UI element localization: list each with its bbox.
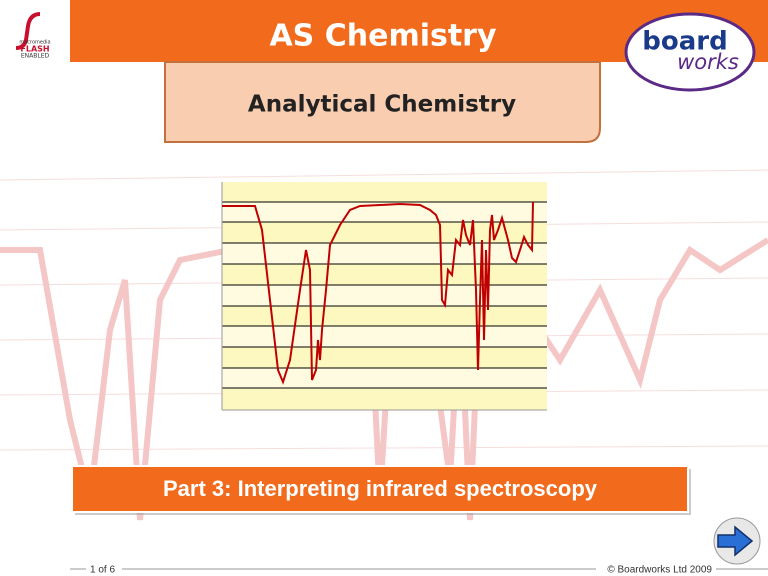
background-spectrum — [0, 237, 768, 521]
logo-text: board — [642, 27, 727, 57]
next-button[interactable] — [713, 517, 761, 565]
flash-icon — [15, 12, 41, 50]
badge-text: macromedia — [19, 40, 50, 46]
copyright: © Boardworks Ltd 2009 — [607, 565, 712, 576]
logo — [624, 12, 756, 92]
flash-badge — [0, 0, 70, 62]
header-title: AS Chemistry — [269, 19, 497, 54]
footer-bg — [86, 563, 122, 576]
subtitle-box — [164, 61, 601, 143]
badge-text: FLASH — [20, 45, 49, 54]
spectrum-chart — [221, 182, 547, 411]
page-number: 1 of 6 — [90, 565, 115, 576]
subtitle: Analytical Chemistry — [248, 92, 516, 118]
logo-text: works — [677, 50, 739, 74]
badge-text: ENABLED — [21, 53, 50, 60]
footer-bg — [596, 563, 716, 576]
banner — [71, 465, 689, 513]
banner-text: Part 3: Interpreting infrared spectrosco… — [163, 476, 598, 501]
